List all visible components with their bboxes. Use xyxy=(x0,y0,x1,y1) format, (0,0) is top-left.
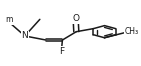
Text: O: O xyxy=(72,14,79,23)
Text: CH₃: CH₃ xyxy=(125,27,139,36)
Text: F: F xyxy=(59,47,64,56)
Text: N: N xyxy=(21,31,28,40)
Text: m: m xyxy=(6,16,13,24)
